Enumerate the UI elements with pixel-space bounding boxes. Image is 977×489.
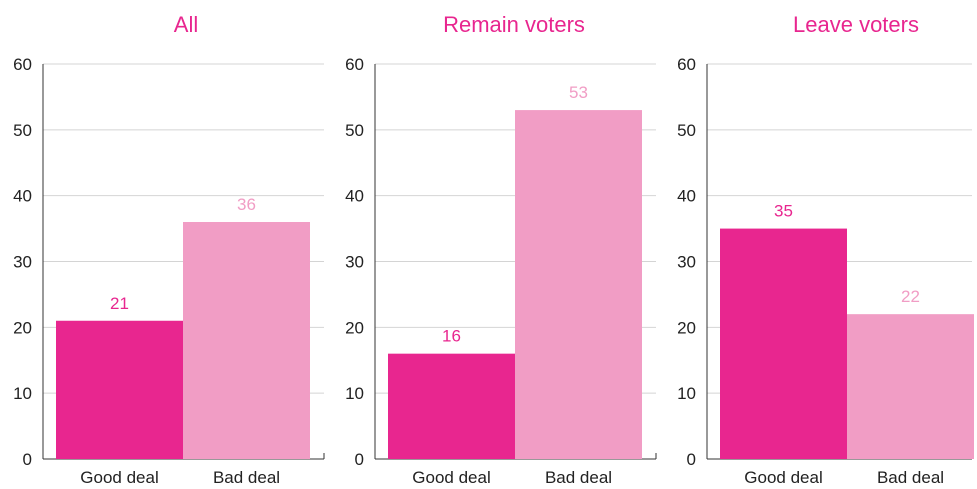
y-tick-label: 40 (345, 187, 364, 206)
chart-title: All (174, 12, 198, 37)
category-label: Bad deal (545, 468, 612, 487)
y-tick-label: 0 (23, 450, 32, 469)
bar-good-deal (720, 228, 847, 459)
y-tick-label: 50 (13, 121, 32, 140)
y-tick-label: 40 (677, 187, 696, 206)
category-label: Bad deal (213, 468, 280, 487)
data-label-bad-deal: 22 (901, 287, 920, 306)
y-tick-label: 10 (677, 384, 696, 403)
chart-title: Remain voters (443, 12, 585, 37)
y-tick-label: 60 (13, 55, 32, 74)
category-label: Bad deal (877, 468, 944, 487)
chart-title: Leave voters (793, 12, 919, 37)
y-tick-label: 50 (677, 121, 696, 140)
data-label-bad-deal: 53 (569, 83, 588, 102)
y-tick-label: 60 (677, 55, 696, 74)
chart-panel-2: Remain voters 0 10 20 30 40 50 60 16 Good deal 53 B… (345, 12, 657, 487)
y-tick-label: 40 (13, 187, 32, 206)
category-label: Good deal (80, 468, 158, 487)
data-label-good-deal: 35 (774, 202, 793, 221)
y-tick-label: 60 (345, 55, 364, 74)
y-tick-label: 20 (345, 318, 364, 337)
y-tick-label: 10 (345, 384, 364, 403)
data-label-good-deal: 16 (442, 327, 461, 346)
bar-bad-deal (183, 222, 310, 459)
chart-panel-3: Leave voters 0 10 20 30 40 50 60 35 Good deal 22 Ba… (677, 12, 974, 487)
y-tick-label: 0 (687, 450, 696, 469)
y-tick-label: 50 (345, 121, 364, 140)
y-tick-label: 0 (355, 450, 364, 469)
y-tick-label: 30 (677, 253, 696, 272)
category-label: Good deal (412, 468, 490, 487)
y-tick-label: 30 (13, 253, 32, 272)
y-tick-label: 10 (13, 384, 32, 403)
y-tick-label: 20 (13, 318, 32, 337)
bar-good-deal (388, 353, 515, 459)
y-tick-label: 20 (677, 318, 696, 337)
data-label-good-deal: 21 (110, 294, 129, 313)
category-label: Good deal (744, 468, 822, 487)
bar-bad-deal (515, 110, 642, 459)
data-label-bad-deal: 36 (237, 195, 256, 214)
y-tick-label: 30 (345, 253, 364, 272)
bar-good-deal (56, 320, 183, 459)
chart-panel-1: All 0 10 20 30 40 50 60 21 Good deal 36 Bad deal (13, 12, 325, 487)
bar-bad-deal (847, 314, 974, 459)
